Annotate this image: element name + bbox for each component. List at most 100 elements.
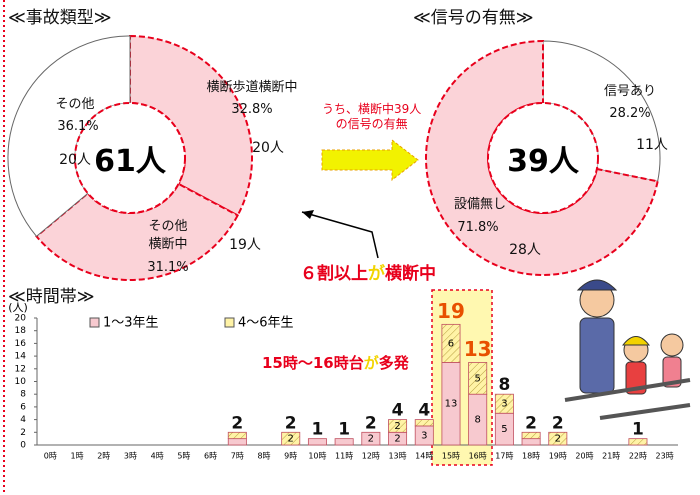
x-tick-label: 9時 [284, 452, 297, 461]
center-label: 61人 [94, 144, 166, 179]
bar-segment [468, 362, 488, 395]
segment-label: 5 [501, 424, 507, 435]
y-tick-label: 16 [15, 339, 27, 349]
x-tick-label: 17時 [495, 452, 513, 461]
segment-label: 2 [368, 434, 374, 445]
x-tick-label: 13時 [388, 452, 406, 461]
y-tick-label: 6 [20, 402, 26, 412]
x-tick-label: 22時 [629, 452, 647, 461]
donut-hole [74, 102, 186, 214]
value-label: 71.8% [457, 220, 499, 235]
total-label: 1 [632, 420, 644, 440]
bar-segment [521, 431, 541, 440]
x-tick-label: 0時 [44, 452, 57, 461]
x-tick-label: 16時 [469, 452, 487, 461]
count-label: 28人 [509, 242, 541, 258]
total-label: 2 [285, 413, 297, 433]
donut-hole [487, 102, 599, 214]
chart-title: ≪時間帯≫ [8, 287, 95, 307]
count-label: 20人 [59, 152, 91, 168]
x-tick-label: 15時 [442, 452, 460, 461]
bar-segment [441, 323, 461, 363]
segment-label: 13 [445, 399, 458, 410]
segment-label: 信号あり [603, 84, 657, 99]
segment-label: 設備無し [453, 197, 507, 212]
text-part: が [368, 264, 385, 284]
illustration [564, 279, 691, 420]
total-label: 2 [552, 413, 564, 433]
legend-label: 1～3年生 [103, 316, 159, 331]
x-tick-label: 19時 [549, 452, 567, 461]
bar-segment [307, 438, 327, 446]
pointer [301, 211, 379, 259]
bar-segment [548, 431, 568, 446]
legend-swatch [224, 317, 235, 328]
segment-label: 2 [288, 434, 294, 445]
segment-label: その他横断中 [148, 219, 188, 252]
segment-label: 2 [394, 434, 400, 445]
chart-title: ≪事故類型≫ [8, 8, 112, 28]
y-axis-label: (人) [8, 301, 28, 314]
center-label: 39人 [507, 144, 579, 179]
arrow [321, 138, 419, 182]
value-label: 31.1% [147, 260, 189, 275]
total-label: 13 [464, 337, 492, 361]
value-label: 36.1% [57, 119, 99, 134]
x-tick-label: 10時 [308, 452, 326, 461]
bar-segment [361, 431, 381, 446]
segment-label: 横断歩道横断中 [206, 80, 298, 95]
value-label: 28.2% [609, 106, 651, 121]
bar-note: 15時～16時台が多発 [262, 352, 409, 373]
x-tick-label: 18時 [522, 452, 540, 461]
segment-label: 2 [394, 421, 400, 432]
segment-label: 2 [555, 434, 561, 445]
x-tick-label: 11時 [335, 452, 353, 461]
bar-segment [494, 393, 514, 414]
bar-segment [227, 431, 247, 440]
note-line: の信号の有無 [335, 117, 408, 131]
x-tick-label: 5時 [177, 452, 190, 461]
count-label: 11人 [636, 137, 668, 153]
count-label: 20人 [252, 140, 284, 156]
segment-label: 8 [475, 415, 481, 426]
bar-segment [334, 438, 354, 446]
bar-segment [628, 438, 648, 446]
segment-label: その他 [55, 97, 95, 112]
segment-label: 3 [421, 430, 427, 441]
note: うち、横断中39人 の信号の有無 [322, 102, 421, 132]
y-tick-label: 4 [20, 415, 26, 425]
value-label: 32.8% [231, 102, 273, 117]
x-tick-label: 23時 [656, 452, 674, 461]
total-label: 1 [338, 420, 350, 440]
total-label: 19 [437, 299, 465, 323]
bar-segment [388, 419, 408, 433]
total-label: 1 [312, 420, 324, 440]
x-tick-label: 20時 [575, 452, 593, 461]
y-tick-label: 18 [15, 326, 27, 336]
text-part: 15時～16時台 [262, 354, 364, 372]
x-tick-label: 7時 [231, 452, 244, 461]
total-label: 2 [231, 413, 243, 433]
count-label: 19人 [229, 237, 261, 253]
pointer-head [302, 210, 314, 219]
x-tick-label: 14時 [415, 452, 433, 461]
x-tick-label: 8時 [257, 452, 270, 461]
y-tick-label: 2 [20, 428, 26, 438]
text-part: が [363, 354, 379, 372]
legend-label: 4～6年生 [238, 316, 294, 331]
segment-label: 3 [501, 399, 507, 410]
total-label: 4 [418, 401, 430, 421]
x-tick-label: 12時 [362, 452, 380, 461]
bar-segment [281, 431, 301, 446]
note-line: うち、横断中39人 [322, 102, 422, 116]
bar-segment [521, 438, 541, 446]
y-tick-label: 10 [15, 377, 27, 387]
bar-segment [227, 438, 247, 446]
total-label: 8 [498, 375, 510, 395]
headline: ６割以上が横断中 [300, 259, 436, 284]
y-tick-label: 20 [15, 314, 27, 324]
chart-title: ≪信号の有無≫ [413, 8, 534, 28]
text-part: 多発 [378, 354, 409, 372]
